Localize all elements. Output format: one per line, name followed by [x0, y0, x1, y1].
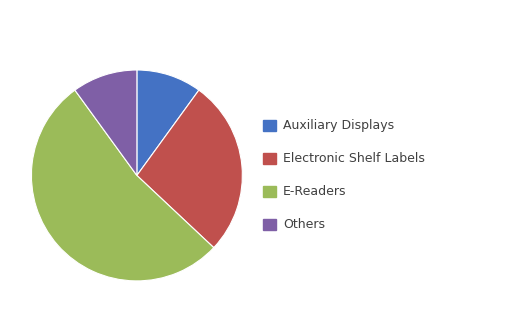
Legend: Auxiliary Displays, Electronic Shelf Labels, E-Readers, Others: Auxiliary Displays, Electronic Shelf Lab… — [263, 119, 425, 232]
Wedge shape — [75, 70, 137, 175]
Wedge shape — [137, 70, 199, 175]
Wedge shape — [137, 90, 242, 248]
Wedge shape — [31, 90, 214, 281]
Text: Global E-Paper Display Market Share, By Product Type, 2020 (%): Global E-Paper Display Market Share, By … — [48, 13, 459, 26]
